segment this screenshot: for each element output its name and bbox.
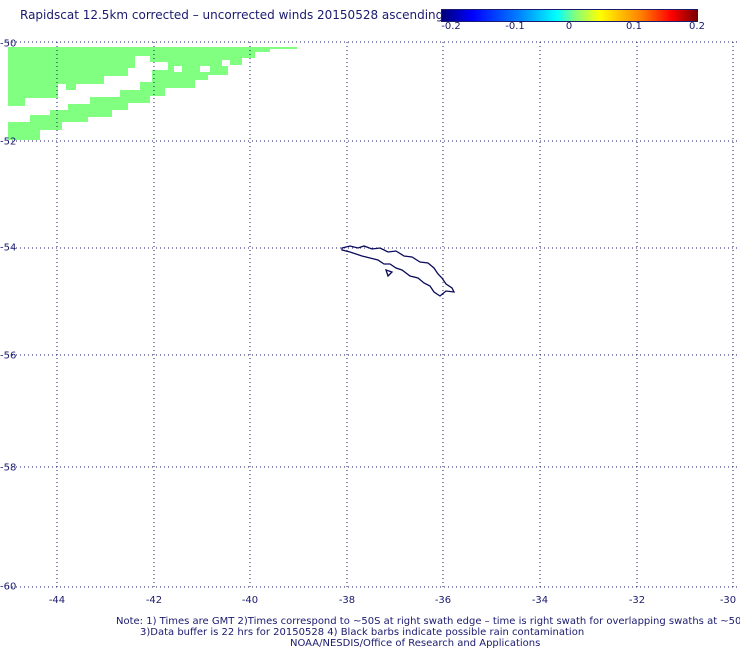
map-title: Rapidscat 12.5km corrected – uncorrected…	[20, 8, 444, 22]
lat-tick-label: -60	[0, 581, 17, 593]
lon-tick-label: -40	[241, 595, 259, 606]
lat-tick-label: -58	[0, 462, 17, 474]
lon-tick-label: -34	[531, 595, 549, 606]
footnote-line-3: NOAA/NESDIS/Office of Research and Appli…	[290, 638, 541, 649]
lon-tick-label: -36	[434, 595, 452, 606]
colorbar-tick-label: 0.1	[626, 21, 642, 32]
lat-tick-label: -54	[0, 242, 17, 254]
lon-tick-label: -42	[145, 595, 163, 606]
colorbar-tick-label: 0	[565, 21, 573, 32]
swath-gaps	[160, 60, 230, 72]
colorbar-tick-label: 0.2	[689, 21, 705, 32]
wind-swath-coverage	[8, 47, 297, 140]
lon-tick-label: -38	[338, 595, 356, 606]
lon-tick-label: -32	[628, 595, 646, 606]
color-scale-bar	[441, 9, 698, 22]
lon-tick-label: -30	[719, 595, 737, 606]
colorbar-tick-label: -0.2	[441, 21, 461, 32]
colorbar-tick-label: -0.1	[505, 21, 525, 32]
footnote-line-1: Note: 1) Times are GMT 2)Times correspon…	[116, 616, 740, 627]
lat-lon-grid	[8, 41, 740, 588]
coastline-south-georgia	[341, 245, 456, 297]
footnote-line-2: 3)Data buffer is 22 hrs for 20150528 4) …	[140, 627, 585, 638]
lat-tick-label: -50	[0, 38, 17, 50]
lat-tick-label: -56	[0, 350, 17, 362]
lon-tick-label: -44	[48, 595, 66, 606]
lat-tick-label: -52	[0, 136, 17, 148]
